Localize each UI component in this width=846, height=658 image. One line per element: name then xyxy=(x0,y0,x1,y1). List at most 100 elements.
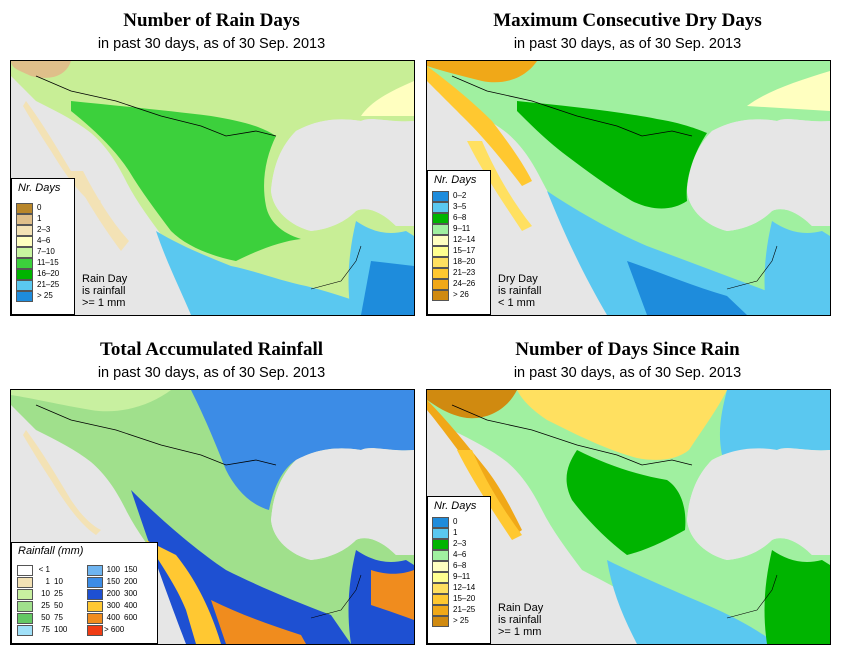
legend-swatch xyxy=(17,565,33,576)
legend-label: 9–11 xyxy=(453,572,471,581)
legend-swatch xyxy=(16,225,33,236)
legend-swatch xyxy=(87,589,103,600)
panel-title: Total Accumulated Rainfall xyxy=(99,339,324,360)
legend-label: 4–6 xyxy=(453,550,467,559)
legend-range-high: 75 xyxy=(54,613,63,622)
legend-range-low: 150 xyxy=(106,577,120,586)
legend-label: 6–8 xyxy=(453,213,467,222)
legend-label: 2–3 xyxy=(37,225,51,234)
legend-range-low: 300 xyxy=(106,601,120,610)
legend-swatch xyxy=(432,550,449,561)
legend-label: 24–26 xyxy=(453,279,476,288)
legend-swatch xyxy=(432,202,449,213)
legend-label: 11–15 xyxy=(37,258,59,267)
legend-range-high: 100 xyxy=(54,625,68,634)
legend-label: > 26 xyxy=(453,290,469,299)
map-rain-days xyxy=(10,60,415,316)
mexico-map xyxy=(427,390,830,644)
legend-swatch xyxy=(432,583,449,594)
legend-swatch xyxy=(432,224,449,235)
legend-label: 2–3 xyxy=(453,539,467,548)
panel-dry-days: Maximum Consecutive Dry Days in past 30 … xyxy=(416,0,839,329)
legend-swatch xyxy=(432,191,449,202)
legend-swatch xyxy=(16,203,33,214)
legend-label: 16–20 xyxy=(37,269,60,278)
panel-days-since-rain: Number of Days Since Rain in past 30 day… xyxy=(416,329,839,658)
mexico-map xyxy=(427,61,830,315)
legend-swatch xyxy=(432,517,449,528)
map-note: Rain Day is rainfall >= 1 mm xyxy=(82,273,128,309)
legend-range-low: < 1 xyxy=(38,565,50,574)
legend-swatch xyxy=(16,291,33,302)
legend-range-high: 10 xyxy=(54,577,63,586)
legend-swatch xyxy=(17,613,33,624)
panel-subtitle: in past 30 days, as of 30 Sep. 2013 xyxy=(97,36,326,52)
legend-swatch xyxy=(432,257,449,268)
legend-swatch xyxy=(432,213,449,224)
legend-swatch xyxy=(87,625,103,636)
panel-rain-days: Number of Rain Days in past 30 days, as … xyxy=(0,0,423,329)
legend-swatch xyxy=(432,279,449,290)
panel-total-rainfall: Total Accumulated Rainfall in past 30 da… xyxy=(0,329,423,658)
legend-swatch xyxy=(87,613,103,624)
legend-swatch xyxy=(17,601,33,612)
legend-label: 0–2 xyxy=(453,191,467,200)
map-days-since-rain xyxy=(426,389,831,645)
legend-range-low: 50 xyxy=(41,613,50,622)
legend-swatch xyxy=(432,246,449,257)
legend-range-low: 25 xyxy=(41,601,50,610)
legend-label: 12–14 xyxy=(453,235,476,244)
legend-swatch xyxy=(432,561,449,572)
legend-range-low: 75 xyxy=(41,625,50,634)
panel-title: Maximum Consecutive Dry Days xyxy=(493,10,762,31)
legend-label: 6–8 xyxy=(453,561,467,570)
legend-swatch xyxy=(16,269,33,280)
legend-swatch xyxy=(432,528,449,539)
legend-title: Nr. Days xyxy=(434,174,477,186)
legend-swatch xyxy=(17,589,33,600)
legend-rainfall: Rainfall (mm) < 1 1 10 10 25 25 50 50 75 75 1… xyxy=(11,542,158,644)
legend-label: 4–6 xyxy=(37,236,51,245)
legend-range-high: 600 xyxy=(124,613,138,622)
legend-label: 0 xyxy=(37,203,42,212)
legend-label: 12–14 xyxy=(453,583,476,592)
legend-range-low: 10 xyxy=(41,589,50,598)
legend-range-high: 400 xyxy=(124,601,138,610)
legend-range-low: 400 xyxy=(106,613,120,622)
legend-range-high: 300 xyxy=(124,589,138,598)
legend-title: Nr. Days xyxy=(434,500,477,512)
legend-swatch xyxy=(87,601,103,612)
legend-swatch xyxy=(432,605,449,616)
map-note: Rain Day is rainfall >= 1 mm xyxy=(498,602,544,638)
legend-range-high: 25 xyxy=(54,589,63,598)
legend-label: 15–17 xyxy=(453,246,476,255)
legend-swatch xyxy=(432,290,449,301)
legend-swatch xyxy=(16,236,33,247)
legend-label: 3–5 xyxy=(453,202,467,211)
legend-swatch xyxy=(432,572,449,583)
map-note: Dry Day is rainfall < 1 mm xyxy=(498,273,542,309)
mexico-map xyxy=(11,61,414,315)
legend-swatch xyxy=(432,594,449,605)
legend-dry-days: Nr. Days 0–2 3–5 6–8 9–11 12–14 15–17 18… xyxy=(427,170,491,315)
legend-swatch xyxy=(432,268,449,279)
legend-label: 7–10 xyxy=(37,247,55,256)
legend-range-high: 150 xyxy=(124,565,138,574)
legend-label: 21–23 xyxy=(453,268,476,277)
legend-title: Nr. Days xyxy=(18,182,61,194)
legend-label: 21–25 xyxy=(453,605,476,614)
panel-subtitle: in past 30 days, as of 30 Sep. 2013 xyxy=(513,365,742,381)
legend-range-high: 50 xyxy=(54,601,63,610)
legend-label: 1 xyxy=(37,214,42,223)
legend-swatch xyxy=(16,280,33,291)
legend-swatch xyxy=(16,247,33,258)
panel-title: Number of Days Since Rain xyxy=(515,339,740,360)
legend-swatch xyxy=(432,539,449,550)
legend-swatch xyxy=(17,577,33,588)
legend-label: 18–20 xyxy=(453,257,476,266)
legend-swatch xyxy=(16,214,33,225)
legend-label: 1 xyxy=(453,528,458,537)
legend-label: > 25 xyxy=(453,616,469,625)
legend-range-low: 100 xyxy=(106,565,120,574)
legend-label: 0 xyxy=(453,517,458,526)
